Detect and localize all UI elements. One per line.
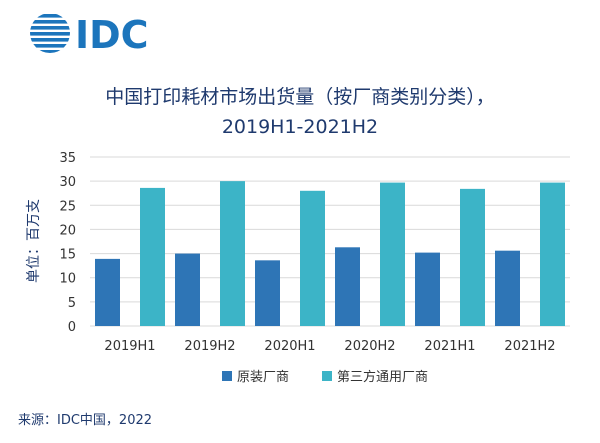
y-tick-label: 10 [59, 272, 76, 287]
legend-swatch [322, 371, 332, 381]
bar-original-2019H2 [175, 253, 200, 326]
bar-original-2021H1 [415, 252, 440, 326]
bar-third-party-2019H2 [220, 181, 245, 326]
chart-subtitle: 2019H1-2021H2 [222, 116, 378, 138]
bar-third-party-2019H1 [140, 187, 165, 326]
y-tick-label: 30 [59, 175, 76, 190]
idc-logo-text: IDC [75, 13, 149, 56]
x-tick-label: 2020H1 [264, 339, 315, 354]
x-tick-label: 2019H2 [184, 339, 235, 354]
bar-original-2021H2 [495, 250, 520, 326]
y-axis-ticks: 0 5 10 15 20 25 30 35 [59, 151, 76, 335]
legend-label: 第三方通用厂商 [337, 369, 428, 385]
bar-original-2019H1 [95, 258, 120, 326]
bar-third-party-2021H2 [540, 182, 565, 326]
y-tick-label: 35 [59, 151, 76, 166]
chart-title: 中国打印耗材市场出货量（按厂商类别分类）， [105, 86, 495, 108]
bar-third-party-2020H2 [380, 182, 405, 326]
bar-original-2020H1 [255, 260, 280, 326]
y-tick-label: 5 [68, 296, 76, 311]
gridlines [90, 156, 570, 327]
source-note: 来源：IDC中国，2022 [18, 413, 152, 428]
y-tick-label: 0 [68, 320, 76, 335]
y-tick-label: 25 [59, 199, 76, 214]
bar-third-party-2020H1 [300, 190, 325, 326]
bar-third-party-2021H1 [460, 188, 485, 326]
bars [95, 181, 565, 326]
x-tick-label: 2019H1 [104, 339, 155, 354]
y-axis-label: 单位：百万支 [26, 199, 42, 283]
idc-logo: IDC [30, 13, 149, 56]
legend: 原装厂商 第三方通用厂商 [222, 369, 428, 385]
y-tick-label: 15 [59, 248, 76, 263]
bar-original-2020H2 [335, 247, 360, 326]
x-tick-label: 2020H2 [344, 339, 395, 354]
x-axis-ticks: 2019H1 2019H2 2020H1 2020H2 2021H1 2021H2 [104, 339, 555, 354]
legend-label: 原装厂商 [237, 370, 289, 385]
legend-swatch [222, 371, 232, 381]
y-tick-label: 20 [59, 223, 76, 238]
x-tick-label: 2021H2 [504, 339, 555, 354]
idc-globe-icon [30, 14, 70, 53]
x-tick-label: 2021H1 [424, 339, 475, 354]
